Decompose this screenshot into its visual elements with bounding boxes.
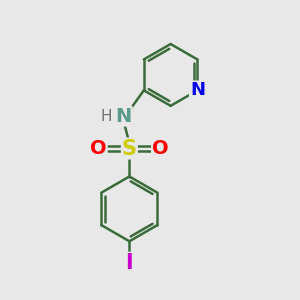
Text: S: S (122, 139, 137, 158)
Text: O: O (90, 139, 107, 158)
Text: N: N (116, 106, 132, 126)
Text: H: H (100, 109, 112, 124)
Text: N: N (190, 81, 205, 99)
Text: I: I (126, 254, 133, 273)
Text: O: O (152, 139, 169, 158)
